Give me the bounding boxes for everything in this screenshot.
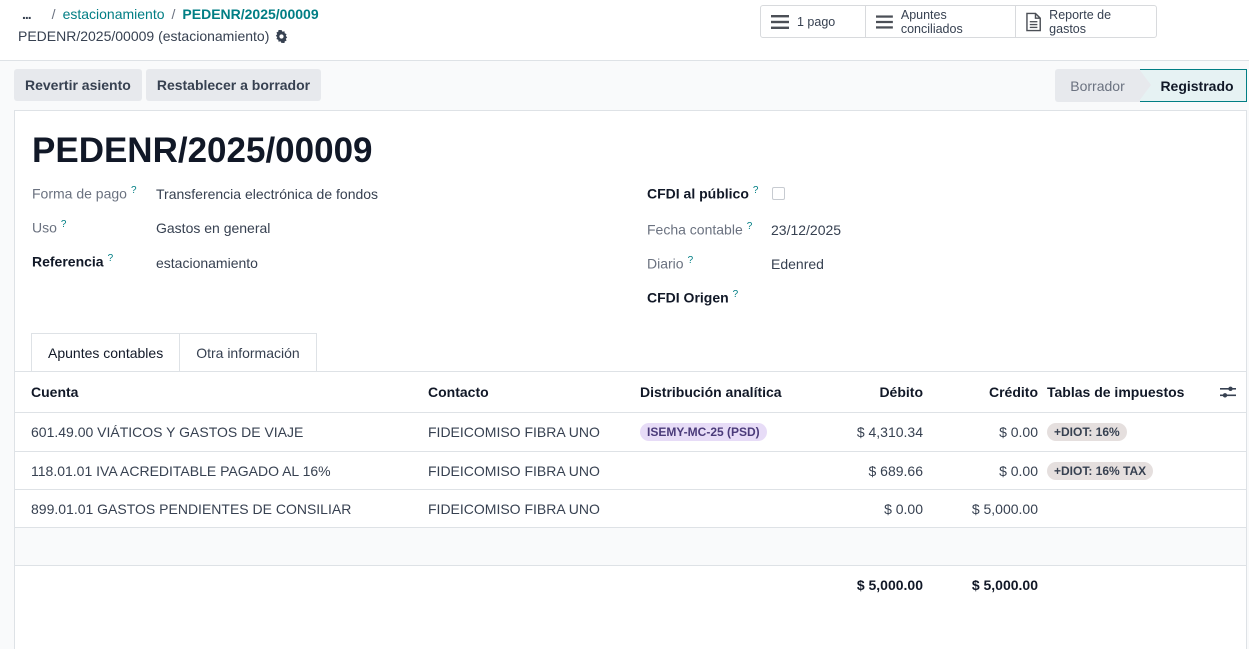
analytic-tag: ISEMY-MC-25 (PSD) — [640, 423, 767, 441]
column-header-distribucion[interactable]: Distribución analítica — [640, 372, 782, 412]
field-label-diario: Diario? — [647, 255, 693, 272]
reconciled-items-smart-button-label: Apuntes conciliados — [901, 8, 1005, 36]
list-icon — [876, 15, 893, 29]
cell-cuenta: 118.01.01 IVA ACREDITABLE PAGADO AL 16% — [31, 452, 331, 489]
record-subtitle-text: PEDENR/2025/00009 (estacionamiento) — [18, 28, 269, 44]
form-sheet: PEDENR/2025/00009 Forma de pago? Transfe… — [14, 110, 1247, 649]
field-label-fecha-contable: Fecha contable? — [647, 221, 752, 238]
tax-tag: +DIOT: 16% — [1047, 423, 1127, 441]
cell-debito: $ 689.66 — [805, 452, 923, 489]
breadcrumb-parent-link[interactable]: estacionamiento — [63, 6, 165, 22]
referencia-value[interactable]: estacionamiento — [156, 255, 258, 271]
optional-columns-icon[interactable] — [1220, 372, 1236, 412]
total-debito: $ 5,000.00 — [805, 566, 923, 604]
document-icon — [1026, 12, 1041, 32]
breadcrumb-separator: / — [172, 6, 176, 22]
payments-smart-button-label: 1 pago — [797, 15, 835, 29]
tab-otra-informacion[interactable]: Otra información — [180, 333, 316, 372]
gear-icon[interactable] — [275, 30, 288, 43]
help-icon[interactable]: ? — [131, 185, 137, 196]
total-credito: $ 5,000.00 — [920, 566, 1038, 604]
fecha-contable-value[interactable]: 23/12/2025 — [771, 222, 841, 238]
record-subtitle: PEDENR/2025/00009 (estacionamiento) — [18, 28, 288, 44]
table-row[interactable]: 118.01.01 IVA ACREDITABLE PAGADO AL 16% … — [15, 452, 1246, 490]
table-row[interactable]: 899.01.01 GASTOS PENDIENTES DE CONSILIAR… — [15, 490, 1246, 528]
expense-report-smart-button[interactable]: Reporte de gastos — [1016, 6, 1156, 37]
column-header-credito[interactable]: Crédito — [920, 372, 1038, 412]
cell-contacto: FIDEICOMISO FIBRA UNO — [428, 452, 600, 489]
column-header-debito[interactable]: Débito — [805, 372, 923, 412]
cell-credito: $ 0.00 — [920, 452, 1038, 489]
smart-buttons: 1 pago Apuntes conciliados Reporte de ga… — [760, 5, 1157, 38]
payments-smart-button[interactable]: 1 pago — [761, 6, 866, 37]
field-label-referencia: Referencia? — [32, 253, 113, 270]
list-icon — [771, 15, 789, 29]
breadcrumb-separator: / — [52, 6, 56, 22]
cell-debito: $ 4,310.34 — [805, 413, 923, 451]
help-icon[interactable]: ? — [108, 253, 114, 264]
expense-report-smart-button-label: Reporte de gastos — [1049, 8, 1146, 36]
cfdi-publico-checkbox[interactable] — [772, 187, 785, 200]
uso-value[interactable]: Gastos en general — [156, 220, 270, 236]
help-icon[interactable]: ? — [747, 221, 753, 232]
cell-contacto: FIDEICOMISO FIBRA UNO — [428, 490, 600, 527]
field-label-cfdi-origen: CFDI Origen? — [647, 289, 738, 306]
reconciled-items-smart-button[interactable]: Apuntes conciliados — [866, 6, 1016, 37]
cell-credito: $ 0.00 — [920, 413, 1038, 451]
cell-contacto: FIDEICOMISO FIBRA UNO — [428, 413, 600, 451]
reset-to-draft-button[interactable]: Restablecer a borrador — [146, 69, 321, 101]
notebook-tabs: Apuntes contables Otra información — [31, 333, 317, 372]
help-icon[interactable]: ? — [733, 289, 739, 300]
field-label-forma-pago: Forma de pago? — [32, 185, 137, 202]
control-panel: ... / estacionamiento / PEDENR/2025/0000… — [0, 0, 1249, 61]
status-posted[interactable]: Registrado — [1140, 69, 1247, 102]
help-icon[interactable]: ? — [688, 255, 694, 266]
tax-tag: +DIOT: 16% TAX — [1047, 462, 1153, 480]
field-label-cfdi-publico: CFDI al público? — [647, 185, 758, 202]
cell-cuenta: 899.01.01 GASTOS PENDIENTES DE CONSILIAR — [31, 490, 351, 527]
revert-entry-button[interactable]: Revertir asiento — [14, 69, 142, 101]
action-buttons: Revertir asiento Restablecer a borrador — [14, 69, 321, 101]
cell-credito: $ 5,000.00 — [920, 490, 1038, 527]
table-row[interactable]: 601.49.00 VIÁTICOS Y GASTOS DE VIAJE FID… — [15, 413, 1246, 452]
diario-value[interactable]: Edenred — [771, 256, 824, 272]
column-header-cuenta[interactable]: Cuenta — [31, 372, 78, 412]
cell-cuenta: 601.49.00 VIÁTICOS Y GASTOS DE VIAJE — [31, 413, 303, 451]
statusbar: Borrador Registrado — [1055, 69, 1247, 102]
tab-apuntes-contables[interactable]: Apuntes contables — [31, 333, 180, 372]
column-header-impuestos[interactable]: Tablas de impuestos — [1047, 372, 1184, 412]
help-icon[interactable]: ? — [61, 219, 67, 230]
help-icon[interactable]: ? — [753, 185, 759, 196]
column-header-contacto[interactable]: Contacto — [428, 372, 489, 412]
breadcrumb-current: PEDENR/2025/00009 — [182, 6, 318, 22]
cell-debito: $ 0.00 — [805, 490, 923, 527]
status-draft[interactable]: Borrador — [1055, 69, 1140, 102]
breadcrumb-more-button[interactable]: ... — [22, 6, 31, 22]
record-title: PEDENR/2025/00009 — [32, 131, 373, 171]
table-header: Cuenta Contacto Distribución analítica D… — [15, 372, 1246, 413]
totals-row: $ 5,000.00 $ 5,000.00 — [15, 566, 1246, 604]
field-label-uso: Uso? — [32, 219, 66, 236]
breadcrumb: ... / estacionamiento / PEDENR/2025/0000… — [18, 6, 319, 22]
empty-row — [15, 528, 1246, 566]
forma-pago-value[interactable]: Transferencia electrónica de fondos — [156, 186, 378, 202]
